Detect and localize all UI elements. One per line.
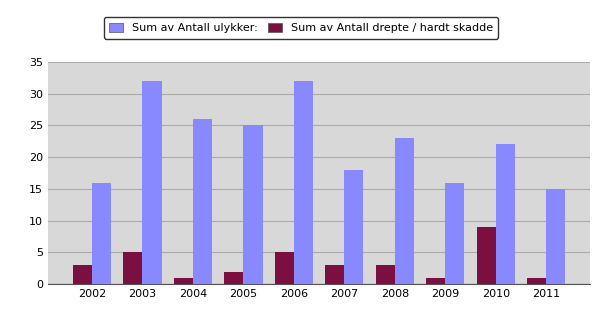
Legend: Sum av Antall ulykker:, Sum av Antall drepte / hardt skadde: Sum av Antall ulykker:, Sum av Antall dr…	[104, 17, 498, 39]
Bar	[546, 189, 565, 284]
Bar	[376, 265, 395, 284]
Bar	[325, 265, 344, 284]
Bar	[123, 252, 143, 284]
Bar	[294, 81, 313, 284]
Bar	[143, 81, 161, 284]
Bar	[477, 227, 495, 284]
Bar	[495, 144, 515, 284]
Bar	[73, 265, 92, 284]
Bar	[193, 119, 212, 284]
Bar	[395, 138, 414, 284]
Bar	[243, 125, 262, 284]
Bar	[275, 252, 294, 284]
Bar	[527, 278, 546, 284]
Bar	[92, 183, 111, 284]
Bar	[344, 170, 364, 284]
Bar	[445, 183, 464, 284]
Bar	[224, 272, 243, 284]
Bar	[174, 278, 193, 284]
Bar	[426, 278, 445, 284]
